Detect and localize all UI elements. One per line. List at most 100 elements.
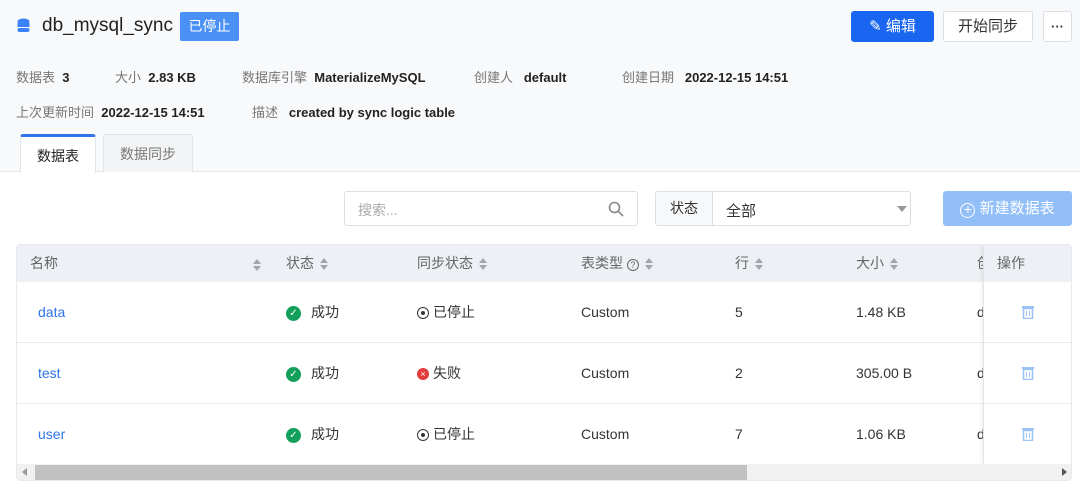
sort-icon[interactable] [644, 257, 653, 271]
column-header-creator[interactable]: 创 [977, 245, 983, 282]
meta-value: 2022-12-15 14:51 [684, 70, 789, 85]
header-label: 大小 [856, 255, 884, 271]
trash-icon[interactable] [1022, 305, 1034, 319]
header-label: 表类型 [581, 255, 623, 271]
meta-label: 大小 [115, 70, 142, 85]
stopped-icon [417, 307, 429, 320]
meta-creator: 创建人 default [474, 67, 566, 86]
table-type-cell: Custom [581, 365, 630, 381]
meta-label: 数据表 [16, 70, 56, 85]
trash-icon[interactable] [1022, 366, 1034, 380]
status-text: 成功 [311, 426, 339, 442]
meta-label: 描述 [252, 105, 279, 120]
meta-table-count: 数据表 3 [16, 67, 69, 86]
status-filter-select[interactable]: 状态 全部 [655, 191, 911, 226]
header-label: 同步状态 [417, 255, 473, 271]
stopped-icon [417, 429, 429, 442]
actions-cell [984, 282, 1071, 343]
success-icon: ✓ [286, 366, 301, 382]
sync-status-text: 已停止 [433, 426, 475, 442]
meta-engine: 数据库引擎 MaterializeMySQL [242, 67, 426, 86]
creator-cell: d [977, 343, 983, 403]
sort-icon[interactable] [890, 257, 898, 271]
new-table-button[interactable]: + 新建数据表 [943, 191, 1072, 226]
sort-icon[interactable] [320, 257, 328, 271]
new-table-label: 新建数据表 [979, 200, 1055, 217]
meta-value: 3 [62, 70, 70, 85]
sync-status-cell: 已停止 [417, 282, 475, 342]
size-cell: 1.48 KB [856, 304, 906, 320]
column-header-name[interactable]: 名称 [30, 245, 58, 282]
meta-label: 创建人 [474, 70, 514, 85]
search-icon[interactable] [608, 201, 624, 217]
database-header: db_mysql_sync 已停止 ✎ 编辑 开始同步 ··· 数据表 3 大小… [0, 0, 1080, 173]
table-name-link[interactable]: data [38, 304, 66, 320]
more-button[interactable]: ··· [1043, 11, 1072, 42]
start-sync-button[interactable]: 开始同步 [943, 11, 1033, 42]
column-header-rows[interactable]: 行 [735, 245, 763, 282]
scrollbar-thumb[interactable] [35, 465, 747, 480]
meta-created-date: 创建日期 2022-12-15 14:51 [622, 67, 788, 86]
rows-cell: 7 [735, 426, 743, 442]
column-header-size[interactable]: 大小 [856, 245, 898, 282]
size-cell: 305.00 B [856, 365, 913, 381]
creator-cell: d [977, 282, 983, 342]
actions-column: 操作 [983, 245, 1071, 465]
sync-status-text: 已停止 [433, 304, 475, 320]
scroll-right-arrow[interactable] [1062, 468, 1067, 476]
pencil-icon: ✎ [869, 18, 882, 35]
sync-status-text: 失败 [433, 365, 461, 381]
rows-cell: 2 [735, 365, 743, 381]
column-header-sync-status[interactable]: 同步状态 [417, 245, 487, 282]
status-cell: ✓ 成功 [286, 404, 339, 464]
status-cell: ✓ 成功 [286, 343, 339, 403]
status-cell: ✓ 成功 [286, 282, 339, 342]
column-header-actions: 操作 [984, 245, 1071, 282]
horizontal-scrollbar[interactable] [17, 464, 1071, 480]
rows-cell: 5 [735, 304, 743, 320]
status-text: 成功 [311, 365, 339, 381]
meta-value: default [523, 70, 567, 85]
status-text: 成功 [311, 304, 339, 320]
help-icon[interactable]: ? [626, 259, 639, 271]
sync-status-cell: 已停止 [417, 404, 475, 464]
meta-value: MaterializeMySQL [314, 70, 426, 85]
edit-label: 编辑 [885, 18, 916, 35]
search-placeholder: 搜索... [358, 202, 398, 218]
header-label: 行 [735, 255, 749, 271]
meta-value: created by sync logic table [288, 105, 456, 120]
meta-updated: 上次更新时间 2022-12-15 14:51 [16, 102, 205, 121]
table-row: data ✓ 成功 已停止 Custom 5 1.48 KB d [17, 282, 1071, 343]
column-header-table-type[interactable]: 表类型 ? [581, 245, 653, 282]
meta-label: 上次更新时间 [16, 105, 95, 120]
search-input[interactable]: 搜索... [344, 191, 638, 226]
size-cell: 1.06 KB [856, 426, 906, 442]
sort-icon[interactable] [755, 257, 763, 271]
table-name-link[interactable]: test [38, 365, 61, 381]
trash-icon[interactable] [1022, 427, 1034, 441]
tables-table: 名称 状态 同步状态 表类型 ? 行 大小 创 data ✓ 成功 已停止 Cus… [16, 244, 1072, 481]
table-name-link[interactable]: user [38, 426, 66, 442]
scroll-left-arrow[interactable] [22, 468, 27, 476]
header-label: 名称 [30, 255, 58, 271]
success-icon: ✓ [286, 427, 301, 443]
status-filter-value: 全部 [726, 203, 757, 220]
meta-description: 描述 created by sync logic table [252, 102, 455, 121]
tab-tables[interactable]: 数据表 [20, 134, 96, 173]
table-header: 名称 状态 同步状态 表类型 ? 行 大小 创 [17, 245, 1071, 282]
page-title: db_mysql_sync [42, 15, 173, 36]
plus-circle-icon: + [960, 202, 976, 218]
failed-icon: × [417, 368, 429, 381]
actions-cell [984, 404, 1071, 465]
table-type-cell: Custom [581, 426, 630, 442]
success-icon: ✓ [286, 305, 301, 321]
sort-icon[interactable] [253, 258, 261, 272]
chevron-down-icon [897, 206, 907, 212]
meta-label: 创建日期 [622, 70, 675, 85]
edit-button[interactable]: ✎ 编辑 [851, 11, 934, 42]
header-label: 状态 [286, 255, 314, 271]
column-header-status[interactable]: 状态 [286, 245, 328, 282]
tab-data-sync[interactable]: 数据同步 [103, 134, 193, 172]
meta-value: 2022-12-15 14:51 [101, 105, 205, 120]
sort-icon[interactable] [479, 257, 487, 271]
